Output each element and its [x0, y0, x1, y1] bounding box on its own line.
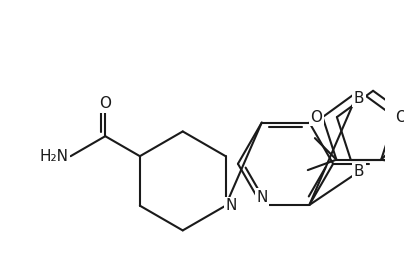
- Text: H₂N: H₂N: [40, 149, 69, 164]
- Text: B: B: [354, 164, 364, 179]
- Text: N: N: [256, 190, 267, 205]
- Text: N: N: [225, 198, 237, 213]
- Text: O: O: [311, 109, 323, 125]
- Text: O: O: [99, 96, 111, 111]
- Text: B: B: [354, 91, 364, 106]
- Text: O: O: [395, 109, 404, 125]
